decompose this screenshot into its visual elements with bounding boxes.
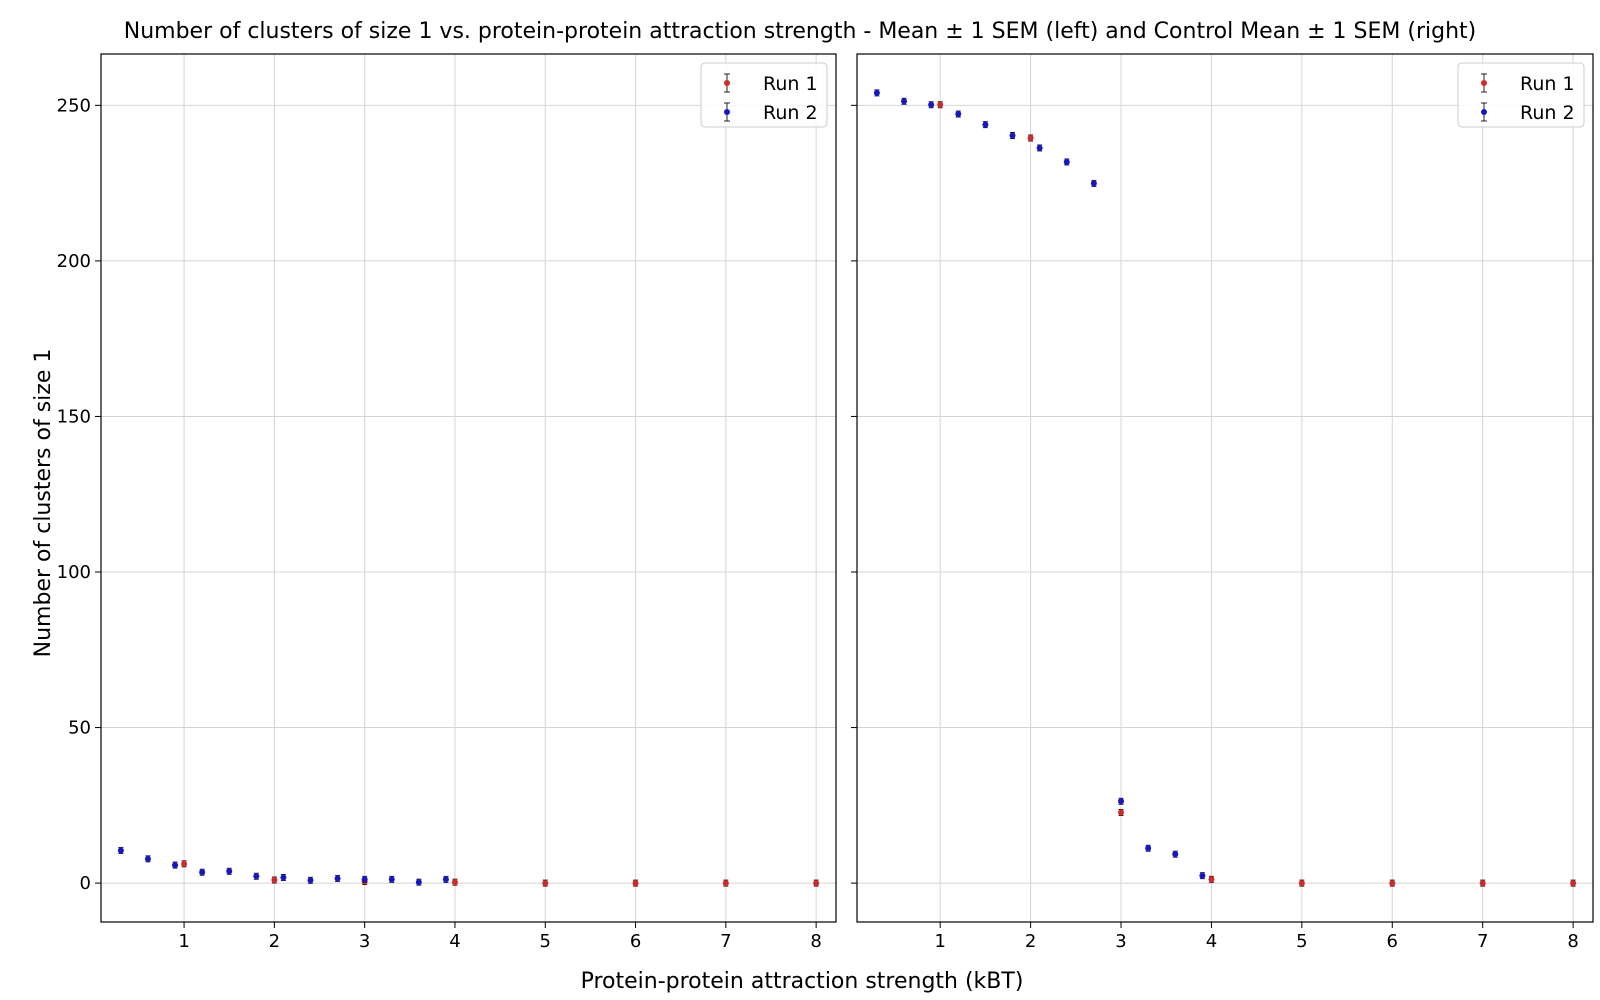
data-point	[181, 860, 188, 867]
chart-panel-left: 1 2 3 4 5 6 7 8 0 50 100 150 200 250 Run 1 Run 2	[57, 53, 837, 952]
legend: Run 1 Run 2	[700, 62, 828, 128]
series-run-1	[937, 101, 1577, 887]
y-tick-label: 150	[57, 406, 91, 427]
data-point	[280, 874, 287, 881]
data-point	[937, 101, 944, 108]
y-tick-label: 200	[57, 251, 91, 272]
legend-marker	[1481, 109, 1487, 115]
data-point	[361, 876, 368, 883]
x-tick-label: 7	[720, 931, 731, 952]
data-point	[1389, 880, 1396, 887]
y-tick-label: 50	[68, 718, 91, 739]
data-point	[1145, 845, 1152, 852]
x-tick-label: 3	[359, 931, 370, 952]
data-point	[928, 101, 935, 108]
x-tick-label: 2	[1025, 931, 1036, 952]
legend-marker	[724, 109, 730, 115]
legend-label: Run 2	[1520, 102, 1575, 124]
legend-marker	[724, 80, 730, 86]
data-point	[1009, 132, 1016, 139]
data-point	[442, 876, 449, 883]
data-point	[1570, 880, 1577, 887]
x-tick-label: 8	[1567, 931, 1578, 952]
x-tick-label: 8	[810, 931, 821, 952]
data-point	[117, 847, 124, 854]
data-point	[415, 879, 422, 886]
data-point	[271, 877, 278, 883]
figure-title: Number of clusters of size 1 vs. protein…	[124, 19, 1477, 44]
legend-box	[1457, 62, 1585, 128]
data-point	[1199, 872, 1206, 879]
data-point	[813, 880, 820, 887]
data-point	[1479, 880, 1486, 887]
data-point	[901, 98, 908, 105]
legend-marker	[1481, 80, 1487, 86]
data-point	[1118, 798, 1125, 805]
data-point	[955, 111, 962, 118]
x-tick-label: 1	[178, 931, 189, 952]
data-point	[253, 873, 260, 880]
axes-frame	[100, 53, 837, 923]
x-tick-label: 3	[1115, 931, 1126, 952]
data-point	[1063, 158, 1070, 165]
y-axis-label: Number of clusters of size 1	[31, 349, 56, 658]
chart-panel-right: 1 2 3 4 5 6 7 8 Run 1 Run 2	[851, 53, 1594, 952]
data-point	[1027, 135, 1034, 141]
data-point	[1118, 809, 1125, 816]
legend-label: Run 1	[763, 73, 818, 95]
data-point	[1208, 876, 1215, 883]
legend: Run 1 Run 2	[1457, 62, 1585, 128]
series-run-2	[873, 89, 1206, 880]
x-tick-label: 2	[269, 931, 280, 952]
x-tick-label: 4	[449, 931, 460, 952]
data-point	[451, 879, 458, 886]
y-tick-label: 100	[57, 562, 91, 583]
legend-box	[700, 62, 828, 128]
x-tick-label: 7	[1477, 931, 1488, 952]
x-tick-label: 5	[540, 931, 551, 952]
data-point	[144, 855, 151, 862]
data-point	[1172, 851, 1179, 858]
x-tick-label: 1	[934, 931, 945, 952]
y-tick-label: 250	[57, 95, 91, 116]
data-point	[1036, 144, 1043, 151]
data-point	[1090, 180, 1097, 187]
data-point	[307, 877, 314, 884]
axes-frame	[856, 53, 1594, 923]
series-run-1	[181, 860, 820, 887]
data-point	[199, 869, 206, 876]
data-point	[873, 89, 880, 96]
data-point	[1298, 880, 1305, 887]
x-tick-label: 6	[630, 931, 641, 952]
x-tick-label: 4	[1206, 931, 1217, 952]
legend-label: Run 1	[1520, 73, 1575, 95]
data-point	[722, 880, 729, 887]
x-tick-label: 6	[1387, 931, 1398, 952]
x-tick-label: 5	[1296, 931, 1307, 952]
data-point	[172, 862, 179, 869]
data-point	[632, 880, 639, 887]
y-tick-label: 0	[80, 873, 91, 894]
data-point	[388, 876, 395, 883]
data-point	[226, 868, 233, 875]
data-point	[542, 880, 549, 887]
panels: 1 2 3 4 5 6 7 8 0 50 100 150 200 250 Run 1 Run 2 1 2 3 4 5 6 7…	[57, 53, 1594, 952]
data-point	[982, 121, 989, 128]
data-point	[334, 875, 341, 882]
series-run-2	[117, 846, 449, 886]
x-axis-label: Protein-protein attraction strength (kBT…	[581, 969, 1024, 994]
legend-label: Run 2	[763, 102, 818, 124]
